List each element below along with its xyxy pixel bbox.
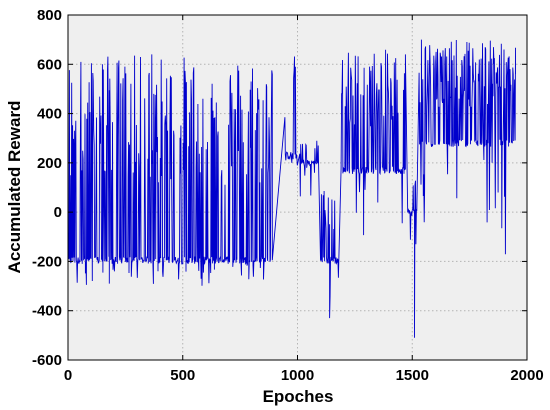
y-axis-label: Accumulated Reward bbox=[5, 101, 24, 274]
x-tick-label: 1500 bbox=[396, 367, 429, 384]
y-tick-label: 0 bbox=[54, 204, 62, 221]
y-tick-label: 200 bbox=[37, 155, 62, 172]
x-tick-label: 500 bbox=[170, 367, 195, 384]
x-axis-label: Epoches bbox=[263, 387, 334, 406]
y-tick-label: 400 bbox=[37, 106, 62, 123]
axis-ticks bbox=[67, 14, 528, 361]
y-tick-label: 600 bbox=[37, 56, 62, 73]
y-tick-label: -200 bbox=[32, 253, 62, 270]
y-tick-label: 800 bbox=[37, 7, 62, 24]
x-tick-labels: 0 500 1000 1500 2000 bbox=[64, 367, 544, 384]
y-tick-label: -600 bbox=[32, 352, 62, 369]
y-tick-labels: -600 -400 -200 0 200 400 600 800 bbox=[32, 7, 62, 369]
x-tick-label: 1000 bbox=[281, 367, 314, 384]
y-tick-label: -400 bbox=[32, 303, 62, 320]
x-tick-label: 2000 bbox=[510, 367, 543, 384]
series-line bbox=[67, 39, 516, 338]
x-tick-label: 0 bbox=[64, 367, 72, 384]
